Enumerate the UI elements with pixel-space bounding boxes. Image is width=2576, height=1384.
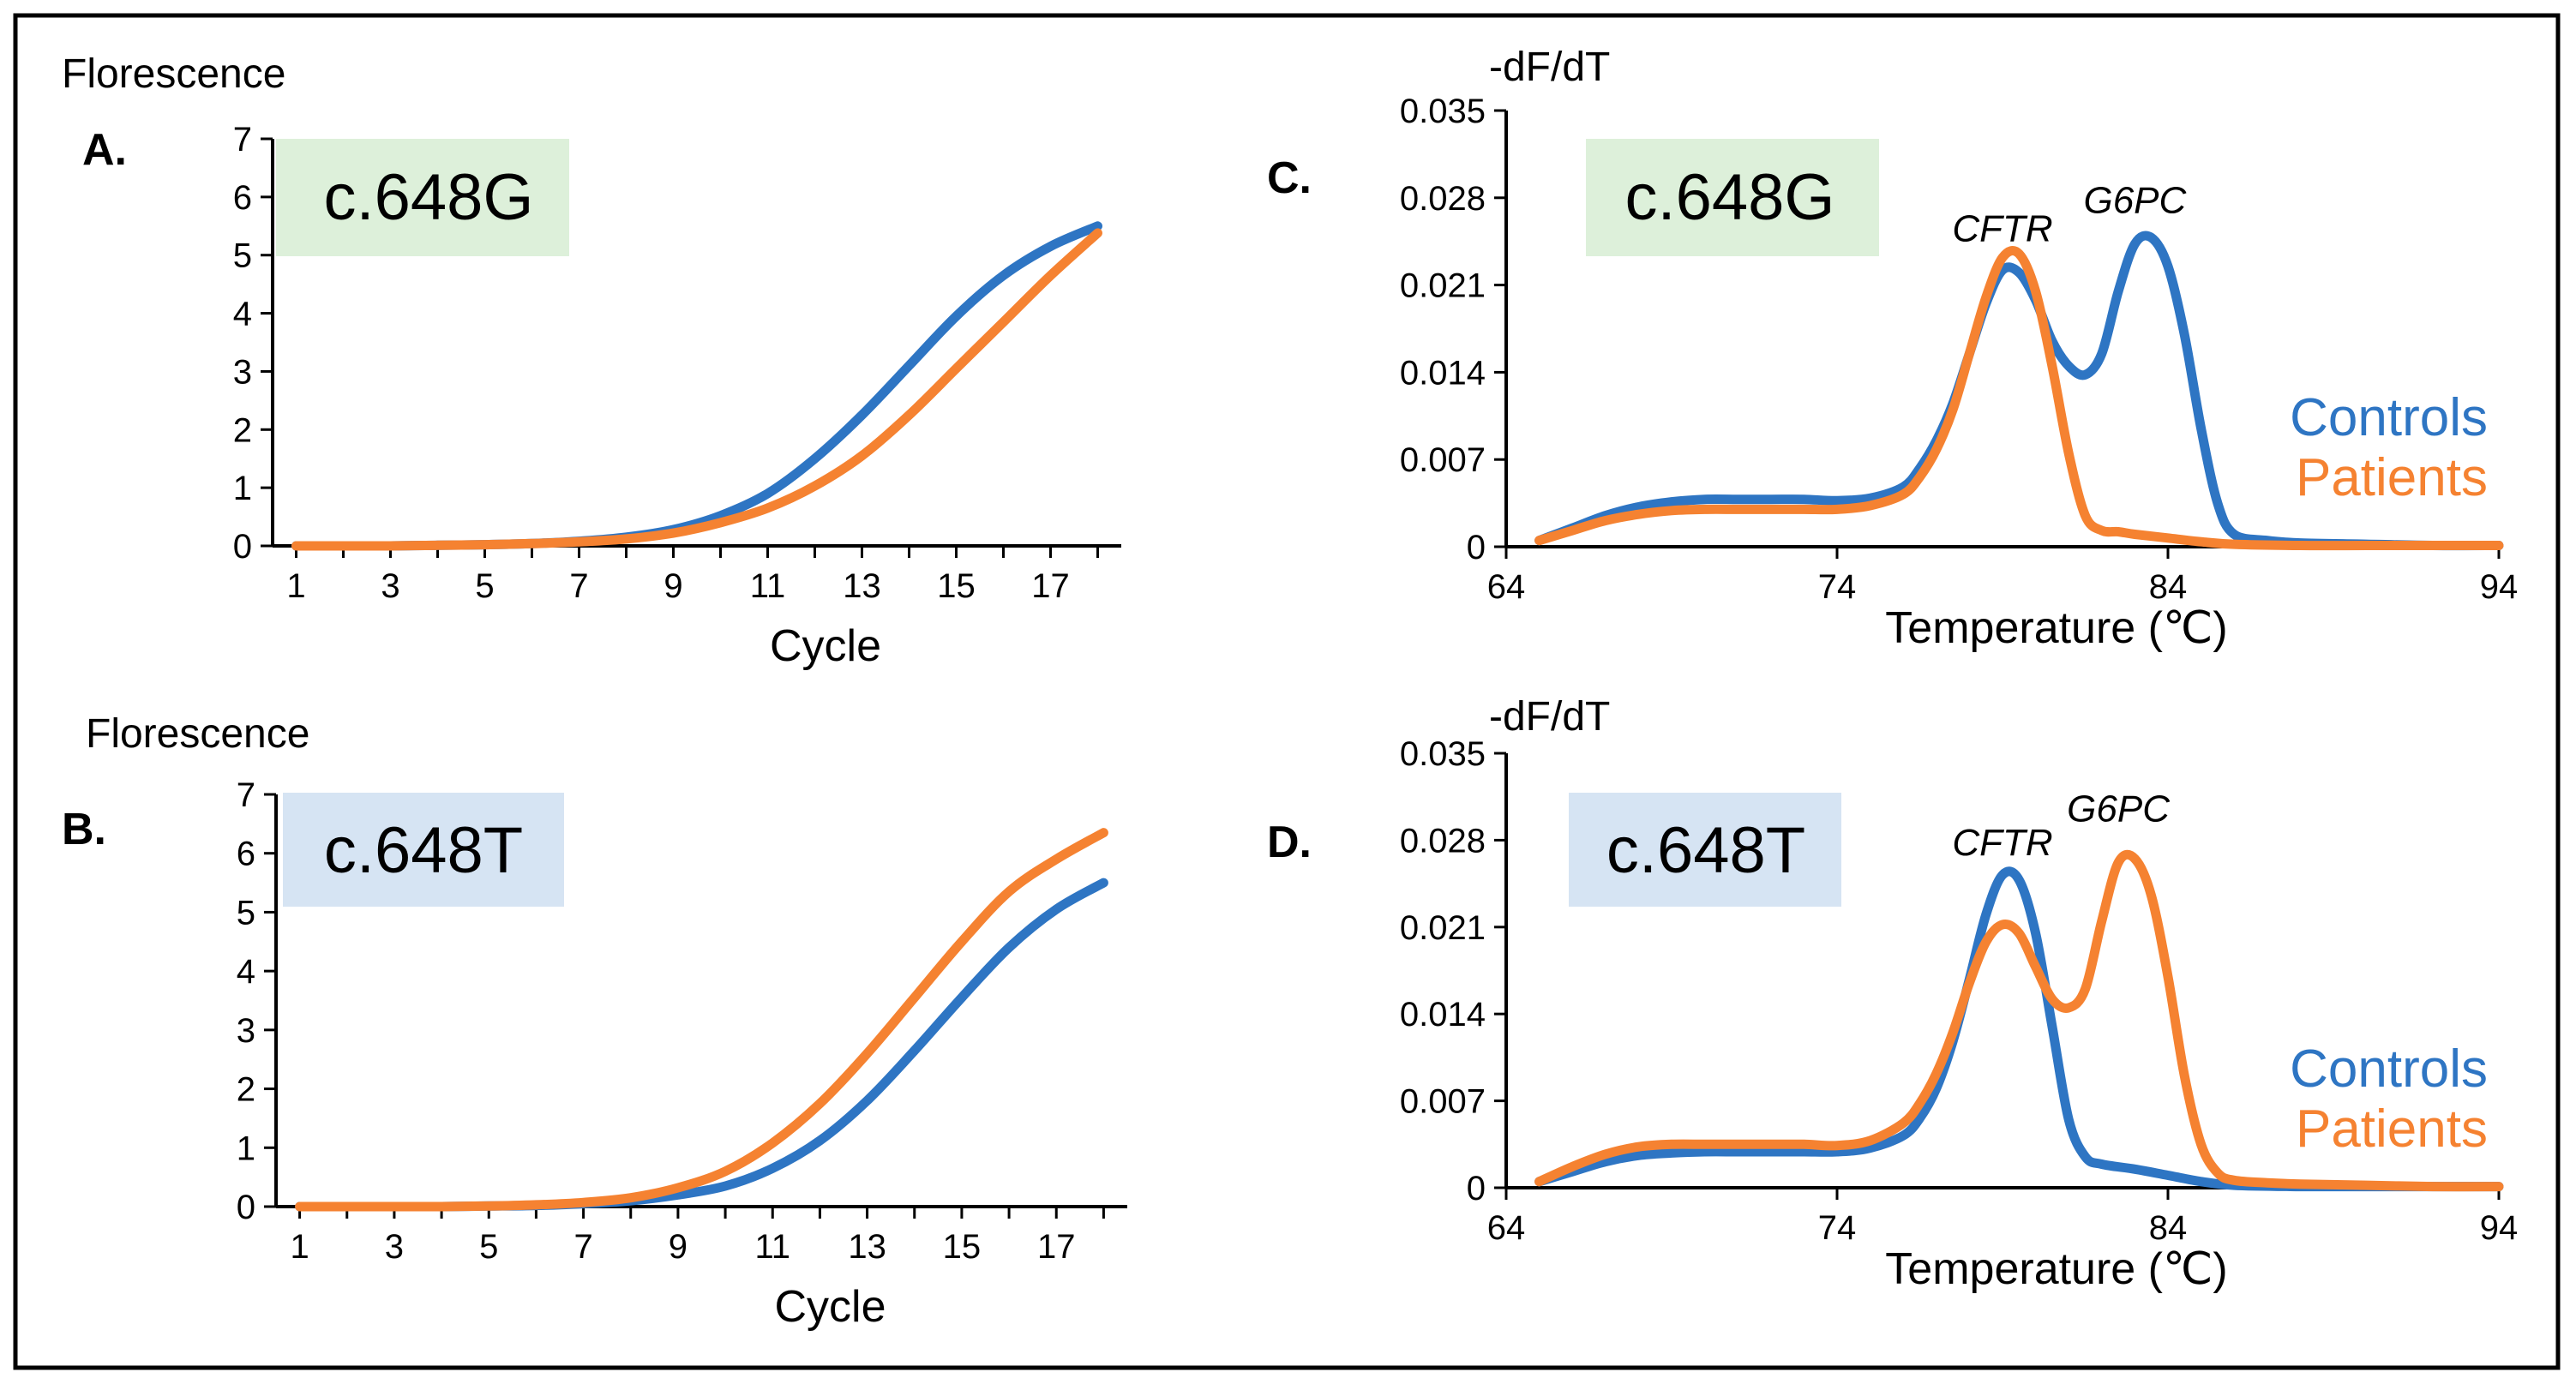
- y-tick-label: 3: [233, 353, 252, 391]
- legend-controls: Controls: [2290, 388, 2488, 447]
- panel-letter: A.: [82, 125, 127, 175]
- x-tick-label: 1: [290, 1228, 309, 1266]
- y-tick-label: 0.021: [1400, 267, 1486, 305]
- x-axis-title: Cycle: [774, 1282, 886, 1332]
- x-tick-label: 9: [669, 1228, 688, 1266]
- y-tick-label: 2: [233, 411, 252, 449]
- y-tick-label: 0: [237, 1189, 255, 1226]
- y-tick-label: 0.007: [1400, 441, 1486, 479]
- y-tick-label: 0.007: [1400, 1083, 1486, 1121]
- y-tick-label: 0.035: [1400, 735, 1486, 773]
- y-tick-label: 1: [233, 470, 252, 507]
- peak-annotation: G6PC: [2067, 788, 2171, 830]
- x-tick-label: 64: [1487, 568, 1526, 606]
- allele-label: c.648G: [1624, 161, 1834, 234]
- x-tick-label: 3: [381, 567, 399, 605]
- y-axis-title: Florescence: [62, 51, 285, 97]
- y-tick-label: 3: [237, 1012, 255, 1050]
- allele-label-box: [1586, 139, 1879, 256]
- y-axis-title: -dF/dT: [1489, 694, 1610, 740]
- allele-label: c.648G: [323, 161, 533, 234]
- y-axis-title: -dF/dT: [1489, 45, 1610, 90]
- series-line-patients: [1534, 849, 2504, 1192]
- y-tick-label: 4: [233, 296, 252, 333]
- x-axis-title: Cycle: [770, 621, 881, 671]
- x-tick-label: 11: [750, 567, 786, 605]
- panel-c: C. -dF/dT c.648G 0 0.007 0.014 0.021 0.028 0.035…: [1267, 45, 2518, 653]
- x-tick-label: 17: [1037, 1228, 1076, 1266]
- legend-patients: Patients: [2296, 448, 2488, 507]
- y-tick-label: 0.014: [1400, 354, 1486, 392]
- y-tick-label: 5: [237, 894, 255, 932]
- y-tick-label: 2: [237, 1071, 255, 1109]
- series-line-controls: [1534, 231, 2504, 551]
- y-tick-label: 1: [237, 1129, 255, 1167]
- allele-label-box: [1569, 793, 1841, 907]
- x-tick-label: 13: [848, 1228, 886, 1266]
- x-tick-label: 1: [286, 567, 305, 605]
- y-tick-label: 7: [233, 121, 252, 159]
- y-tick-label: 0.028: [1400, 180, 1486, 218]
- y-tick-label: 0.014: [1400, 996, 1486, 1034]
- peak-annotation: G6PC: [2083, 179, 2187, 221]
- x-tick-label: 7: [569, 567, 588, 605]
- y-tick-label: 7: [237, 776, 255, 814]
- allele-label: c.648T: [1606, 814, 1805, 887]
- y-tick-label: 0.021: [1400, 909, 1486, 947]
- panel-letter: B.: [62, 805, 106, 854]
- series-line-patients: [1534, 246, 2504, 551]
- x-axis-title: Temperature (℃): [1885, 603, 2227, 653]
- legend-controls: Controls: [2290, 1039, 2488, 1099]
- y-axis-title: Florescence: [86, 711, 309, 757]
- x-tick-label: 7: [573, 1228, 592, 1266]
- y-tick-label: 0: [1467, 529, 1486, 566]
- legend-patients: Patients: [2296, 1099, 2488, 1159]
- series-line-patients: [291, 228, 1102, 551]
- x-tick-label: 15: [937, 567, 976, 605]
- allele-label-box: [283, 793, 564, 907]
- y-tick-label: 0.035: [1400, 93, 1486, 130]
- peak-annotation: CFTR: [1952, 208, 2052, 250]
- allele-label: c.648T: [324, 814, 523, 887]
- panel-letter: D.: [1267, 818, 1312, 867]
- panel-d: D. -dF/dT c.648T 0 0.007 0.014 0.021 0.028 0.035…: [1267, 694, 2518, 1294]
- y-tick-label: 6: [233, 179, 252, 217]
- x-tick-label: 74: [1818, 568, 1857, 606]
- y-tick-label: 0: [1467, 1170, 1486, 1207]
- x-tick-label: 84: [2149, 1209, 2188, 1247]
- y-tick-label: 0: [233, 528, 252, 566]
- peak-annotation: CFTR: [1952, 822, 2052, 864]
- x-tick-label: 17: [1031, 567, 1070, 605]
- series-line-patients: [295, 828, 1108, 1212]
- x-tick-label: 9: [664, 567, 682, 605]
- x-tick-label: 5: [479, 1228, 498, 1266]
- x-tick-label: 74: [1818, 1209, 1857, 1247]
- x-axis-title: Temperature (℃): [1885, 1244, 2227, 1294]
- x-tick-label: 13: [843, 567, 881, 605]
- y-tick-label: 0.028: [1400, 822, 1486, 860]
- x-tick-label: 5: [475, 567, 494, 605]
- x-tick-label: 94: [2480, 1209, 2519, 1247]
- allele-label-box: [276, 139, 569, 256]
- series-line-controls: [1534, 866, 2504, 1192]
- y-tick-label: 6: [237, 836, 255, 873]
- x-tick-label: 94: [2480, 568, 2519, 606]
- x-tick-label: 15: [943, 1228, 982, 1266]
- x-tick-label: 64: [1487, 1209, 1526, 1247]
- x-tick-label: 84: [2149, 568, 2188, 606]
- x-tick-label: 11: [754, 1228, 790, 1266]
- panel-letter: C.: [1267, 153, 1312, 203]
- x-tick-label: 3: [385, 1228, 404, 1266]
- y-tick-label: 4: [237, 953, 255, 991]
- y-tick-label: 5: [233, 237, 252, 275]
